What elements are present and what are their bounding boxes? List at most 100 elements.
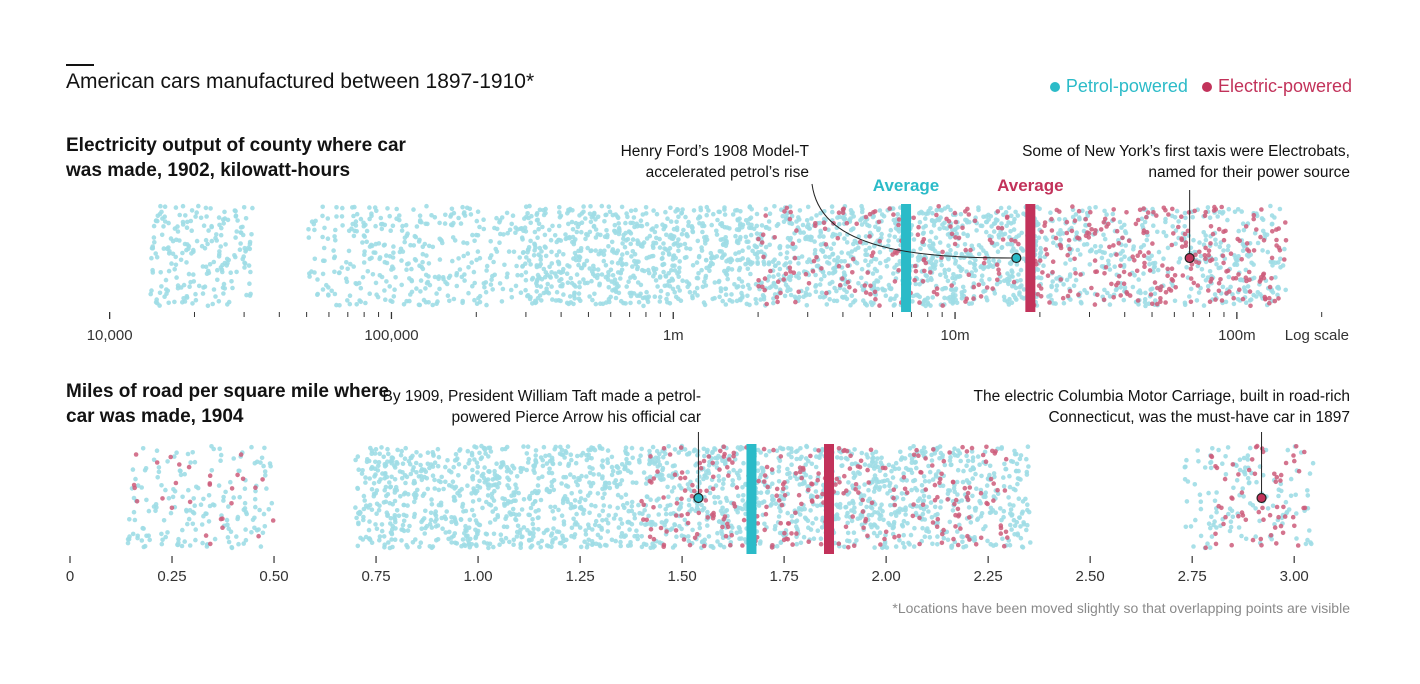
electricity-petrol-dot (557, 205, 562, 210)
electricity-petrol-dot (593, 227, 599, 232)
electricity-petrol-dot (1017, 292, 1022, 297)
roads-petrol-dot (872, 545, 877, 550)
roads-petrol-dot (551, 516, 557, 521)
electricity-petrol-dot (885, 243, 891, 248)
electricity-electric-dot (915, 232, 921, 237)
electricity-electric-dot (824, 290, 829, 296)
roads-petrol-dot (540, 474, 545, 480)
electricity-electric-dot (862, 283, 868, 288)
electricity-electric-dot (1258, 234, 1263, 240)
electricity-petrol-dot (694, 260, 700, 265)
electricity-petrol-dot (1182, 300, 1188, 306)
electricity-petrol-dot (382, 222, 388, 228)
roads-petrol-dot (571, 475, 577, 480)
electricity-petrol-dot (716, 278, 722, 284)
roads-petrol-dot (180, 527, 185, 533)
electricity-electric-dot (811, 258, 817, 264)
electricity-petrol-dot (943, 285, 949, 291)
electricity-petrol-dot (543, 270, 549, 275)
electricity-petrol-dot (1098, 244, 1104, 249)
roads-petrol-dot (435, 523, 441, 528)
electricity-electric-dot (847, 284, 852, 290)
electricity-electric-dot (868, 283, 873, 289)
electricity-petrol-dot (784, 255, 789, 261)
roads-petrol-dot (834, 502, 839, 508)
roads-petrol-dot (866, 512, 872, 518)
electricity-petrol-dot (159, 232, 165, 238)
electricity-petrol-dot (417, 213, 423, 218)
electricity-petrol-dot (728, 259, 733, 265)
roads-petrol-dot (390, 502, 396, 507)
roads-petrol-dot (487, 541, 493, 547)
electricity-petrol-dot (1255, 290, 1261, 295)
electricity-electric-dot (963, 299, 968, 304)
electricity-electric-dot (810, 269, 816, 274)
electricity-petrol-dot (766, 274, 772, 279)
electricity-petrol-dot (201, 223, 207, 228)
electricity-electric-dot (1193, 252, 1198, 258)
roads-petrol-dot (578, 496, 584, 501)
roads-petrol-dot (964, 453, 969, 459)
electricity-petrol-dot (1232, 209, 1238, 215)
roads-petrol-dot (413, 460, 419, 466)
electricity-petrol-dot (859, 222, 865, 227)
electricity-petrol-dot (576, 257, 582, 263)
electricity-petrol-dot (509, 295, 515, 300)
electricity-electric-dot (982, 255, 988, 261)
electricity-petrol-dot (894, 262, 900, 268)
electricity-petrol-dot (1217, 244, 1223, 250)
electricity-petrol-dot (413, 234, 419, 240)
roads-petrol-dot (970, 493, 975, 499)
roads-petrol-dot (395, 447, 400, 453)
electricity-petrol-dot (1268, 203, 1273, 209)
roads-petrol-dot (577, 499, 582, 505)
electricity-petrol-dot (576, 262, 581, 268)
roads-petrol-dot (532, 499, 538, 504)
roads-petrol-dot (776, 479, 782, 484)
electricity-scale-label: Log scale (1285, 327, 1349, 344)
electricity-petrol-dot (1018, 278, 1023, 283)
electricity-petrol-dot (1277, 206, 1283, 212)
roads-petrol-dot (361, 493, 367, 499)
electricity-petrol-dot (340, 205, 345, 211)
roads-petrol-dot (949, 544, 954, 549)
electricity-petrol-dot (1114, 286, 1120, 292)
electricity-petrol-dot (556, 269, 562, 275)
electricity-petrol-dot (1087, 205, 1092, 211)
roads-petrol-dot (561, 496, 567, 501)
roads-petrol-dot (551, 526, 556, 531)
roads-petrol-dot (657, 503, 663, 509)
roads-petrol-dot (525, 460, 531, 465)
roads-petrol-dot (635, 533, 640, 539)
roads-petrol-dot (262, 445, 267, 451)
roads-petrol-dot (536, 489, 541, 494)
electricity-electric-dot (1057, 242, 1063, 248)
roads-petrol-dot (216, 483, 222, 488)
roads-petrol-dot (432, 486, 438, 491)
electricity-petrol-dot (859, 216, 865, 221)
electricity-petrol-dot (1061, 300, 1067, 306)
electricity-petrol-dot (748, 232, 754, 238)
electricity-petrol-dot (609, 260, 615, 265)
electricity-electric-dot (876, 219, 882, 225)
chart-title: American cars manufactured between 1897-… (66, 70, 535, 93)
roads-petrol-dot (441, 486, 446, 492)
roads-petrol-dot (221, 494, 226, 500)
electricity-petrol-dot (615, 214, 620, 219)
electricity-electric-dot (823, 242, 829, 247)
electricity-petrol-dot (168, 236, 174, 241)
roads-petrol-dot (226, 526, 231, 531)
roads-petrol-dot (587, 480, 592, 485)
electricity-petrol-dot (1003, 210, 1009, 215)
electricity-petrol-dot (426, 243, 432, 249)
roads-petrol-dot (992, 474, 997, 480)
electricity-petrol-dot (812, 247, 818, 253)
roads-petrol-dot (457, 493, 463, 498)
roads-petrol-dot (959, 534, 964, 539)
electricity-petrol-dot (208, 206, 213, 211)
roads-petrol-dot (466, 540, 472, 546)
roads-petrol-dot (562, 544, 567, 549)
roads-x-tick-label: 0.25 (157, 568, 186, 585)
electricity-electric-dot (1261, 271, 1267, 277)
electricity-petrol-dot (992, 291, 998, 296)
